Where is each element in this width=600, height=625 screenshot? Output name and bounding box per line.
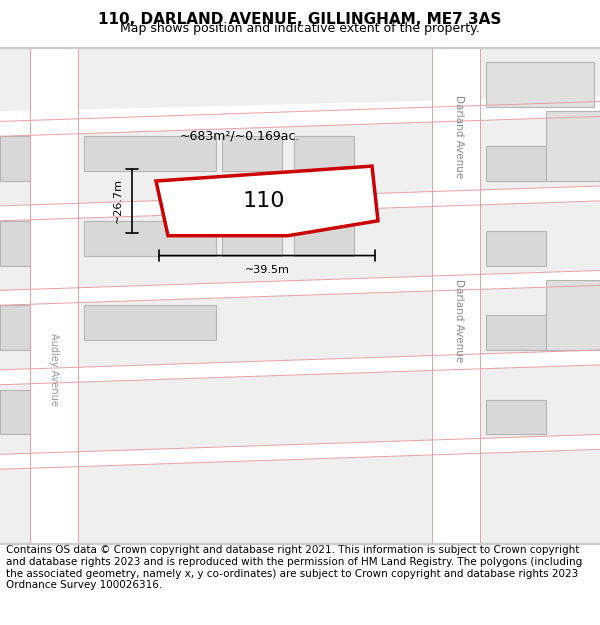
Bar bbox=[0, 305, 30, 350]
Bar bbox=[486, 146, 546, 181]
Text: 110: 110 bbox=[243, 191, 285, 211]
Bar bbox=[0, 221, 30, 266]
Bar bbox=[486, 315, 546, 350]
Text: ~26.7m: ~26.7m bbox=[113, 178, 123, 223]
Polygon shape bbox=[0, 271, 600, 305]
Polygon shape bbox=[0, 434, 600, 469]
Bar bbox=[294, 136, 354, 171]
Text: Audley Avenue: Audley Avenue bbox=[49, 333, 59, 406]
Bar bbox=[84, 305, 216, 340]
Bar bbox=[486, 399, 546, 434]
Bar bbox=[84, 136, 216, 171]
Polygon shape bbox=[432, 47, 480, 544]
Polygon shape bbox=[30, 47, 78, 544]
Bar bbox=[0, 136, 30, 181]
Bar bbox=[222, 221, 282, 256]
Text: 110, DARLAND AVENUE, GILLINGHAM, ME7 3AS: 110, DARLAND AVENUE, GILLINGHAM, ME7 3AS bbox=[98, 12, 502, 27]
Bar bbox=[486, 62, 594, 106]
Polygon shape bbox=[0, 186, 600, 221]
Text: Map shows position and indicative extent of the property.: Map shows position and indicative extent… bbox=[120, 22, 480, 35]
Bar bbox=[546, 281, 600, 350]
Bar bbox=[84, 221, 216, 256]
Text: ~39.5m: ~39.5m bbox=[245, 266, 289, 276]
Bar bbox=[0, 390, 30, 434]
Bar bbox=[294, 221, 354, 256]
Polygon shape bbox=[0, 96, 600, 136]
Bar bbox=[486, 231, 546, 266]
Polygon shape bbox=[156, 166, 378, 236]
Bar bbox=[546, 111, 600, 181]
Text: ~683m²/~0.169ac.: ~683m²/~0.169ac. bbox=[180, 130, 301, 142]
Bar bbox=[222, 136, 282, 171]
Text: Darland Avenue: Darland Avenue bbox=[454, 94, 464, 178]
Polygon shape bbox=[0, 350, 600, 385]
Text: Darland Avenue: Darland Avenue bbox=[454, 279, 464, 362]
Text: Contains OS data © Crown copyright and database right 2021. This information is : Contains OS data © Crown copyright and d… bbox=[6, 546, 582, 590]
